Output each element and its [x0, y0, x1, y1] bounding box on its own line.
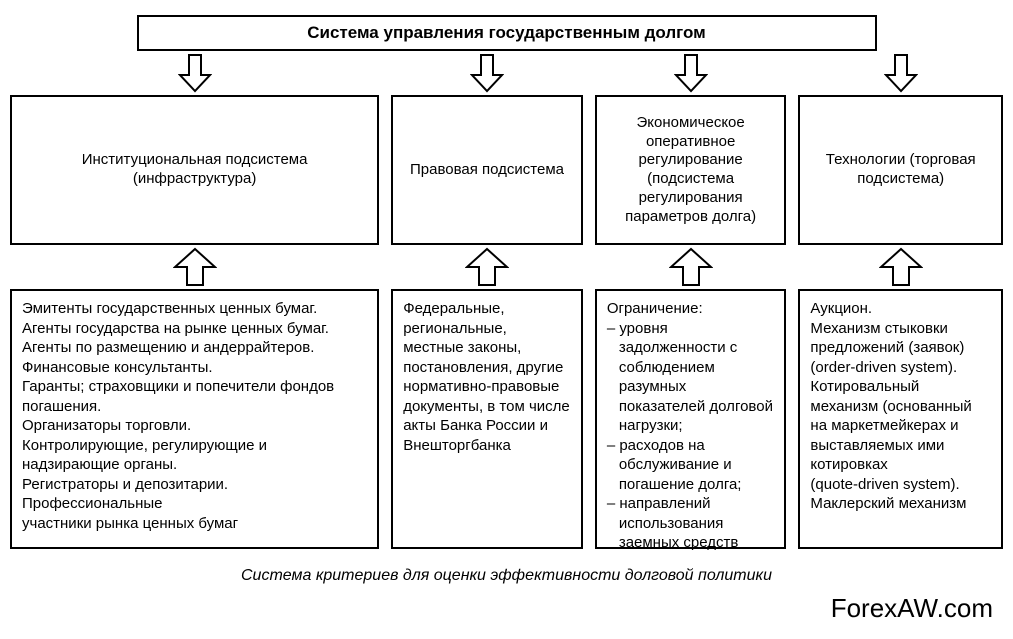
- detail-box-2: Федеральные, региональные, местные закон…: [391, 289, 583, 549]
- detail-list: – уровня задолженности с соблюдением раз…: [607, 319, 775, 553]
- details-row: Эмитенты государственных ценных бумаг. А…: [10, 289, 1003, 549]
- list-item-text: направлений использования заемных средст…: [619, 495, 739, 551]
- main-title-text: Система управления государственным долго…: [307, 23, 706, 42]
- detail-box-4: Аукцион. Механизм стыковки предложений (…: [798, 289, 1003, 549]
- arrow-up-icon: [879, 247, 923, 287]
- subsystem-box-2: Правовая подсистема: [391, 95, 583, 245]
- subsystem-label: Экономическое оперативное регулирование …: [605, 114, 777, 227]
- subsystem-box-4: Технологии (торговая подсистема): [798, 95, 1003, 245]
- arrow-up-icon: [173, 247, 217, 287]
- subsystem-row: Институциональная подсистема (инфраструк…: [10, 95, 1003, 245]
- arrow-up-col-1: [10, 247, 379, 287]
- arrow-down-col-2: [391, 53, 583, 93]
- down-arrows-row: [10, 53, 1003, 93]
- list-item: – уровня задолженности с соблюдением раз…: [607, 319, 775, 436]
- arrow-up-col-3: [595, 247, 787, 287]
- detail-text: Эмитенты государственных ценных бумаг. А…: [22, 299, 367, 533]
- subsystem-label: Институциональная подсистема (инфраструк…: [20, 151, 369, 189]
- arrow-up-col-4: [798, 247, 1003, 287]
- detail-box-1: Эмитенты государственных ценных бумаг. А…: [10, 289, 379, 549]
- arrow-down-col-4: [798, 53, 1003, 93]
- arrow-down-icon: [178, 53, 212, 93]
- list-item: – расходов на обслуживание и погашение д…: [607, 436, 775, 495]
- list-item-text: уровня задолженности с соблюдением разум…: [619, 320, 773, 435]
- subsystem-box-1: Институциональная подсистема (инфраструк…: [10, 95, 379, 245]
- caption-text: Система критериев для оценки эффективнос…: [241, 567, 772, 584]
- up-arrows-row: [10, 247, 1003, 287]
- arrow-down-icon: [470, 53, 504, 93]
- watermark-text: ForexAW.com: [831, 593, 993, 623]
- detail-text: Аукцион. Механизм стыковки предложений (…: [810, 299, 991, 514]
- watermark: ForexAW.com: [10, 593, 1003, 624]
- subsystem-box-3: Экономическое оперативное регулирование …: [595, 95, 787, 245]
- arrow-up-icon: [465, 247, 509, 287]
- arrow-down-icon: [674, 53, 708, 93]
- arrow-down-col-3: [595, 53, 787, 93]
- arrow-up-icon: [669, 247, 713, 287]
- subsystem-label: Правовая подсистема: [410, 161, 564, 180]
- caption: Система критериев для оценки эффективнос…: [10, 567, 1003, 585]
- main-title-box: Система управления государственным долго…: [137, 15, 877, 51]
- subsystem-label: Технологии (торговая подсистема): [808, 151, 993, 189]
- arrow-down-col-1: [10, 53, 379, 93]
- list-item-text: расходов на обслуживание и погашение дол…: [619, 437, 742, 493]
- detail-header: Ограничение:: [607, 299, 775, 319]
- detail-text: Федеральные, региональные, местные закон…: [403, 299, 571, 455]
- arrow-up-col-2: [391, 247, 583, 287]
- list-item: – направлений использования заемных сред…: [607, 494, 775, 553]
- detail-box-3: Ограничение: – уровня задолженности с со…: [595, 289, 787, 549]
- arrow-down-icon: [884, 53, 918, 93]
